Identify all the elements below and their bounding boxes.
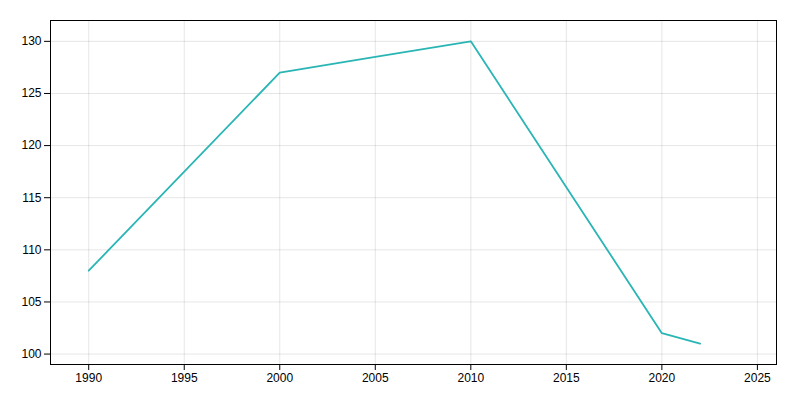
svg-text:2005: 2005 xyxy=(362,371,389,385)
svg-text:125: 125 xyxy=(21,86,41,100)
svg-text:115: 115 xyxy=(22,191,41,205)
svg-text:130: 130 xyxy=(21,34,41,48)
svg-text:120: 120 xyxy=(21,138,41,152)
svg-text:2010: 2010 xyxy=(457,371,484,385)
svg-text:2020: 2020 xyxy=(649,371,676,385)
svg-text:110: 110 xyxy=(22,243,41,257)
svg-text:100: 100 xyxy=(21,347,41,361)
svg-text:105: 105 xyxy=(21,295,41,309)
svg-text:2000: 2000 xyxy=(266,371,293,385)
svg-text:2015: 2015 xyxy=(553,371,580,385)
svg-text:2025: 2025 xyxy=(744,371,771,385)
svg-text:1995: 1995 xyxy=(171,371,198,385)
svg-text:1990: 1990 xyxy=(75,371,102,385)
